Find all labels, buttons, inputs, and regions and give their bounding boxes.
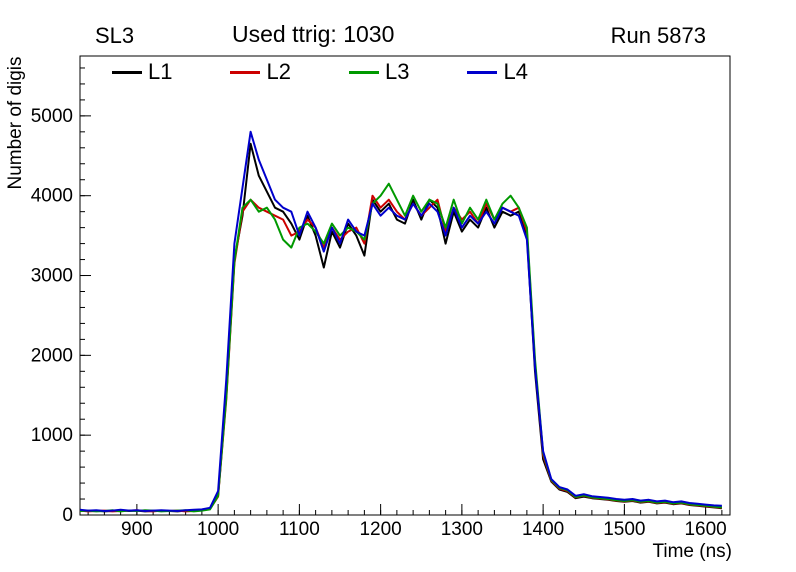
svg-text:5000: 5000 <box>31 106 73 127</box>
legend: L1 L2 L3 L4 <box>112 59 528 85</box>
pad-title: Used ttrig: 1030 <box>232 21 395 47</box>
legend-label-l3: L3 <box>384 59 410 84</box>
svg-text:1600: 1600 <box>684 519 726 540</box>
pad-label-left: SL3 <box>95 23 135 48</box>
legend-entry-l3: L3 <box>348 59 410 85</box>
svg-text:1500: 1500 <box>603 519 645 540</box>
legend-entry-l1: L1 <box>112 59 172 85</box>
legend-entry-l2: L2 <box>230 59 291 85</box>
svg-text:1100: 1100 <box>279 519 320 540</box>
svg-text:900: 900 <box>121 519 153 540</box>
svg-text:1000: 1000 <box>31 425 73 446</box>
svg-text:1200: 1200 <box>359 519 401 540</box>
legend-label-l2: L2 <box>266 59 291 84</box>
svg-text:1400: 1400 <box>522 519 564 540</box>
svg-text:1000: 1000 <box>197 519 239 540</box>
svg-text:3000: 3000 <box>31 266 73 287</box>
svg-text:1300: 1300 <box>441 519 483 540</box>
svg-text:2000: 2000 <box>31 345 73 366</box>
legend-line-l4-icon <box>467 70 498 74</box>
legend-entry-l4: L4 <box>467 59 528 85</box>
legend-line-l3-icon <box>348 70 379 74</box>
svg-text:0: 0 <box>62 505 73 526</box>
x-axis-title: Time (ns) <box>652 541 732 562</box>
legend-line-l1-icon <box>112 70 142 74</box>
legend-label-l1: L1 <box>148 59 173 84</box>
legend-label-l4: L4 <box>503 59 528 84</box>
pad-label-right: Run 5873 <box>610 23 706 48</box>
legend-line-l2-icon <box>230 70 261 74</box>
svg-text:4000: 4000 <box>31 186 73 207</box>
